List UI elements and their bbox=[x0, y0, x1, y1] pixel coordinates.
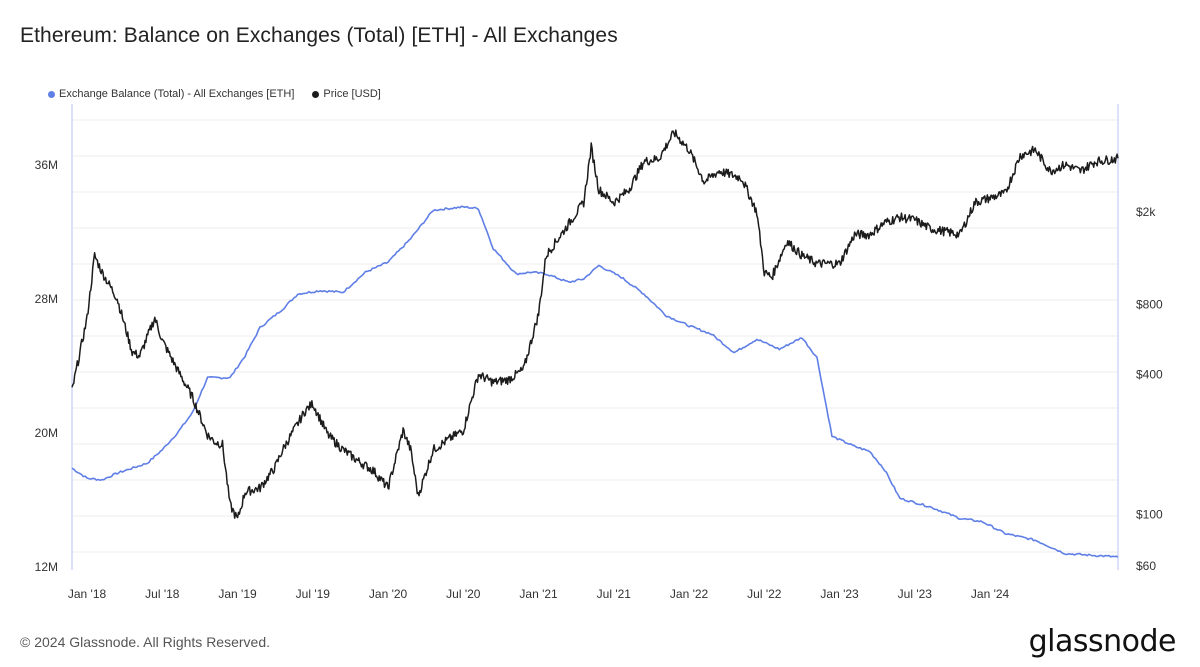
legend-balance-label: Exchange Balance (Total) - All Exchanges… bbox=[59, 88, 295, 100]
x-tick-label: Jul '23 bbox=[898, 587, 933, 601]
x-tick-label: Jan '18 bbox=[68, 587, 107, 601]
x-tick-label: Jan '22 bbox=[670, 587, 709, 601]
x-tick-label: Jan '24 bbox=[971, 587, 1010, 601]
y-left-tick-label: 28M bbox=[35, 292, 58, 306]
y-right-tick-label: $2k bbox=[1136, 205, 1156, 219]
x-tick-label: Jul '22 bbox=[747, 587, 782, 601]
legend-price-label: Price [USD] bbox=[323, 88, 381, 100]
series-line-exchange-balance bbox=[71, 205, 1119, 558]
copyright-footer: © 2024 Glassnode. All Rights Reserved. bbox=[20, 634, 271, 650]
x-tick-label: Jul '21 bbox=[597, 587, 632, 601]
x-tick-label: Jan '21 bbox=[519, 587, 558, 601]
y-left-tick-label: 36M bbox=[35, 158, 58, 172]
y-left-tick-label: 20M bbox=[35, 426, 58, 440]
legend-item-balance[interactable]: Exchange Balance (Total) - All Exchanges… bbox=[48, 88, 294, 100]
x-tick-label: Jul '20 bbox=[446, 587, 481, 601]
y-right-tick-label: $60 bbox=[1136, 559, 1156, 573]
page-title: Ethereum: Balance on Exchanges (Total) [… bbox=[20, 24, 618, 47]
brand-logo: glassnode bbox=[1028, 624, 1177, 659]
legend-price-dot bbox=[312, 90, 320, 98]
x-tick-label: Jan '20 bbox=[369, 587, 408, 601]
y-right-tick-label: $400 bbox=[1136, 367, 1163, 381]
x-tick-label: Jul '19 bbox=[296, 587, 331, 601]
legend-balance-dot bbox=[48, 90, 55, 98]
x-tick-label: Jan '19 bbox=[218, 587, 257, 601]
y-right-tick-label: $100 bbox=[1136, 507, 1163, 521]
legend: Exchange Balance (Total) - All Exchanges… bbox=[48, 88, 381, 100]
series-line-price bbox=[71, 129, 1119, 519]
y-left-tick-label: 12M bbox=[35, 560, 58, 574]
x-tick-label: Jan '23 bbox=[820, 587, 859, 601]
y-right-tick-label: $800 bbox=[1136, 298, 1163, 312]
x-tick-label: Jul '18 bbox=[145, 587, 180, 601]
legend-item-price[interactable]: Price [USD] bbox=[312, 88, 381, 100]
